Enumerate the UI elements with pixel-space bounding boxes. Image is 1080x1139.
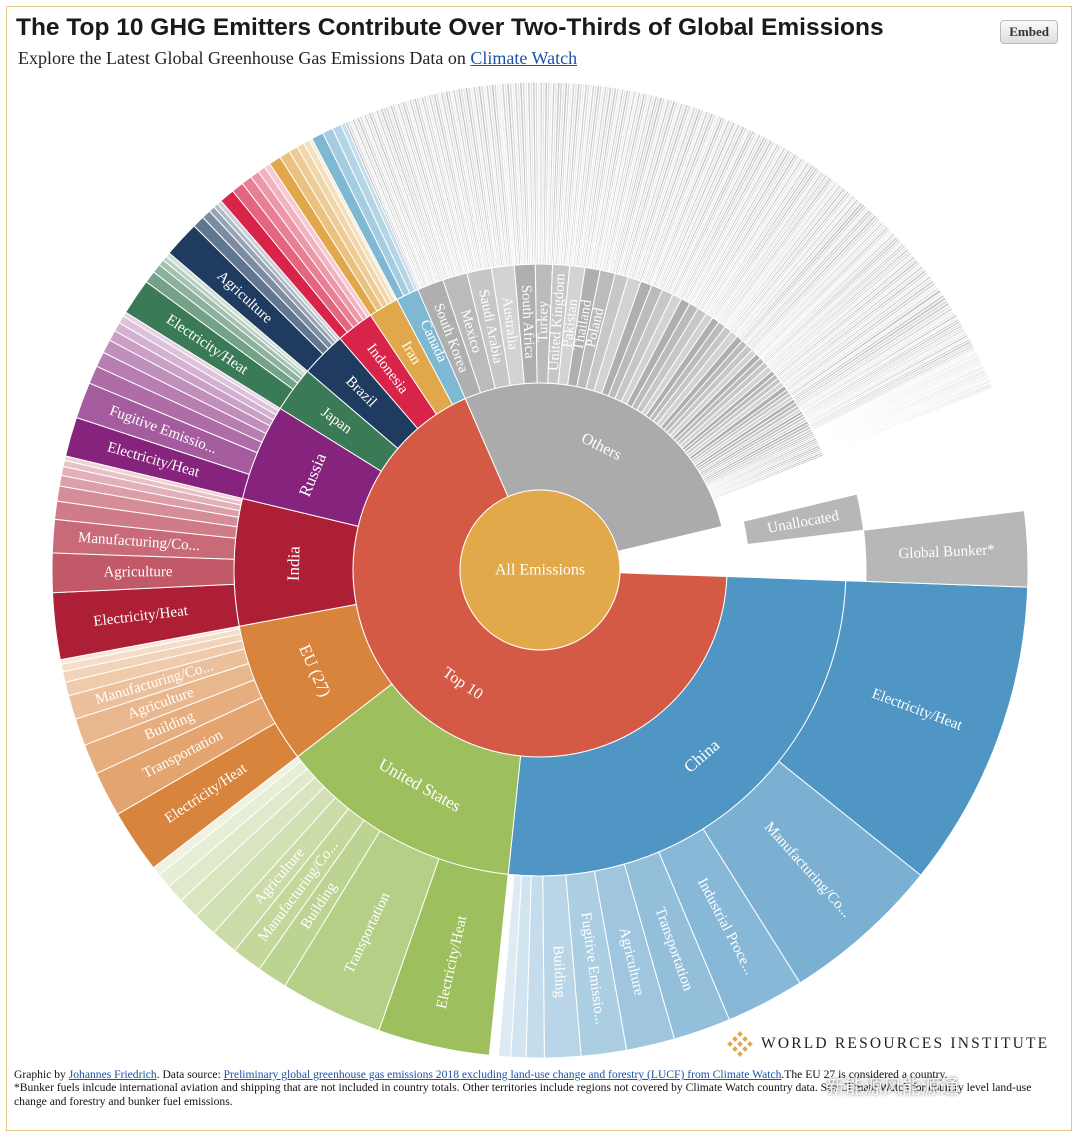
embed-button[interactable]: Embed [1000, 20, 1058, 44]
other-country-label-australia: Australia [499, 296, 521, 351]
other-sector-75-1[interactable] [826, 400, 999, 466]
wri-name: WORLD RESOURCES INSTITUTE [761, 1035, 1050, 1052]
country-label-india: India [284, 546, 304, 582]
sector-china-other[interactable] [497, 874, 523, 1058]
other-country-label-south-africa: South Africa [518, 285, 538, 360]
data-source-link[interactable]: Preliminary global greenhouse gas emissi… [223, 1068, 782, 1081]
footer-notes: Graphic by Johannes Friedrich. Data sour… [14, 1068, 1066, 1108]
page-title: The Top 10 GHG Emitters Contribute Over … [16, 14, 884, 41]
segment-unallocated[interactable] [742, 493, 865, 546]
sector-label-china-building: Building [550, 945, 568, 999]
footer-graphic-by: Graphic by [14, 1068, 69, 1081]
segment-global-bunker[interactable] [863, 510, 1029, 588]
segment-label-global-bunker: Global Bunker* [898, 542, 995, 562]
wri-logo-icon [727, 1031, 753, 1057]
climate-watch-link[interactable]: Climate Watch [470, 48, 578, 68]
watermark-text: 新能源风能源通 [826, 1076, 960, 1098]
footer-credits: Graphic by Johannes Friedrich. Data sour… [14, 1068, 1066, 1081]
other-country-label-turkey: Turkey [535, 300, 552, 342]
wri-logo: WORLD RESOURCES INSTITUTE [727, 1031, 1049, 1057]
root-circle[interactable] [459, 489, 621, 651]
footer-bunker-note: *Bunker fuels inlcude international avia… [14, 1081, 1032, 1108]
footer-source-label: . Data source: [156, 1068, 224, 1081]
page-subtitle: Explore the Latest Global Greenhouse Gas… [18, 48, 577, 69]
sector-label-india-agriculture: Agriculture [103, 564, 173, 580]
subtitle-text: Explore the Latest Global Greenhouse Gas… [18, 48, 471, 68]
author-link[interactable]: Johannes Friedrich [68, 1068, 157, 1081]
root-label: All Emissions [495, 562, 585, 579]
footer-eu-note: .The EU 27 is considered a country. [781, 1068, 948, 1081]
